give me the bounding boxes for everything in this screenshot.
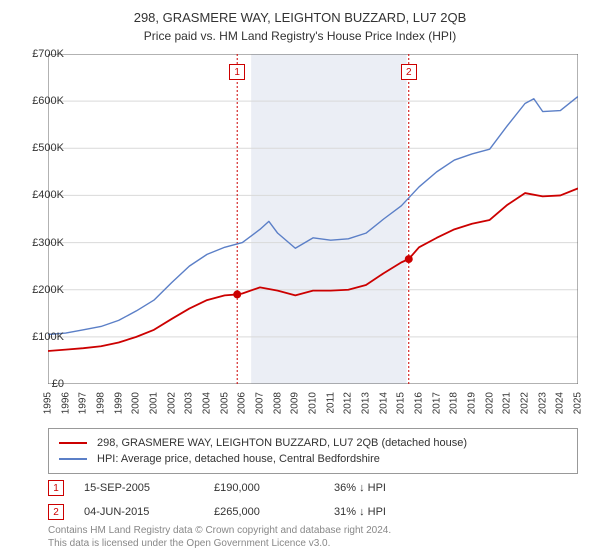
x-tick-label: 2016 xyxy=(414,392,425,414)
x-tick-label: 2017 xyxy=(431,392,442,414)
y-tick-label: £300K xyxy=(32,237,64,249)
marker-row: 2 04-JUN-2015 £265,000 31% ↓ HPI xyxy=(48,500,578,524)
event-marker-flag: 1 xyxy=(229,64,245,80)
marker-price: £265,000 xyxy=(214,506,334,518)
x-tick-label: 2008 xyxy=(272,392,283,414)
x-tick-label: 2007 xyxy=(255,392,266,414)
x-tick-label: 2022 xyxy=(520,392,531,414)
x-tick-label: 2002 xyxy=(166,392,177,414)
marker-badge: 1 xyxy=(48,480,64,496)
x-tick-label: 2005 xyxy=(219,392,230,414)
legend-swatch xyxy=(59,442,87,444)
x-tick-label: 2020 xyxy=(484,392,495,414)
legend-item: HPI: Average price, detached house, Cent… xyxy=(59,451,567,467)
x-tick-label: 2010 xyxy=(308,392,319,414)
legend-item: 298, GRASMERE WAY, LEIGHTON BUZZARD, LU7… xyxy=(59,435,567,451)
y-tick-label: £200K xyxy=(32,284,64,296)
x-tick-label: 2001 xyxy=(149,392,160,414)
x-tick-label: 1998 xyxy=(96,392,107,414)
x-tick-label: 1996 xyxy=(60,392,71,414)
y-tick-label: £100K xyxy=(32,331,64,343)
y-tick-label: £700K xyxy=(32,48,64,60)
y-tick-label: £500K xyxy=(32,142,64,154)
marker-diff: 36% ↓ HPI xyxy=(334,482,454,494)
marker-table: 1 15-SEP-2005 £190,000 36% ↓ HPI 2 04-JU… xyxy=(48,476,578,524)
y-tick-label: £400K xyxy=(32,189,64,201)
y-tick-label: £600K xyxy=(32,95,64,107)
x-tick-label: 2018 xyxy=(449,392,460,414)
y-tick-label: £0 xyxy=(52,378,64,390)
footer-line: This data is licensed under the Open Gov… xyxy=(48,537,578,550)
x-tick-label: 2006 xyxy=(237,392,248,414)
x-tick-label: 1995 xyxy=(43,392,54,414)
legend-label: 298, GRASMERE WAY, LEIGHTON BUZZARD, LU7… xyxy=(97,437,467,449)
x-tick-label: 2004 xyxy=(202,392,213,414)
x-tick-label: 2000 xyxy=(131,392,142,414)
footer-line: Contains HM Land Registry data © Crown c… xyxy=(48,524,578,537)
x-tick-label: 1999 xyxy=(113,392,124,414)
x-tick-label: 2014 xyxy=(378,392,389,414)
chart-container: 298, GRASMERE WAY, LEIGHTON BUZZARD, LU7… xyxy=(0,0,600,560)
x-tick-label: 2003 xyxy=(184,392,195,414)
x-tick-label: 2012 xyxy=(343,392,354,414)
x-tick-label: 2023 xyxy=(537,392,548,414)
marker-badge: 2 xyxy=(48,504,64,520)
x-tick-label: 2019 xyxy=(467,392,478,414)
x-tick-label: 2015 xyxy=(396,392,407,414)
footer: Contains HM Land Registry data © Crown c… xyxy=(48,524,578,550)
line-chart-svg xyxy=(48,54,578,384)
marker-date: 04-JUN-2015 xyxy=(84,506,214,518)
chart-area xyxy=(48,54,578,384)
legend-label: HPI: Average price, detached house, Cent… xyxy=(97,453,380,465)
marker-diff: 31% ↓ HPI xyxy=(334,506,454,518)
chart-subtitle: Price paid vs. HM Land Registry's House … xyxy=(0,25,600,51)
x-tick-label: 2024 xyxy=(555,392,566,414)
marker-price: £190,000 xyxy=(214,482,334,494)
legend-swatch xyxy=(59,458,87,460)
chart-title: 298, GRASMERE WAY, LEIGHTON BUZZARD, LU7… xyxy=(0,0,600,25)
x-tick-label: 2025 xyxy=(573,392,584,414)
marker-row: 1 15-SEP-2005 £190,000 36% ↓ HPI xyxy=(48,476,578,500)
event-marker-flag: 2 xyxy=(401,64,417,80)
legend: 298, GRASMERE WAY, LEIGHTON BUZZARD, LU7… xyxy=(48,428,578,474)
x-tick-label: 2021 xyxy=(502,392,513,414)
x-tick-label: 1997 xyxy=(78,392,89,414)
x-tick-label: 2011 xyxy=(325,392,336,414)
x-tick-label: 2013 xyxy=(361,392,372,414)
x-tick-label: 2009 xyxy=(290,392,301,414)
marker-date: 15-SEP-2005 xyxy=(84,482,214,494)
